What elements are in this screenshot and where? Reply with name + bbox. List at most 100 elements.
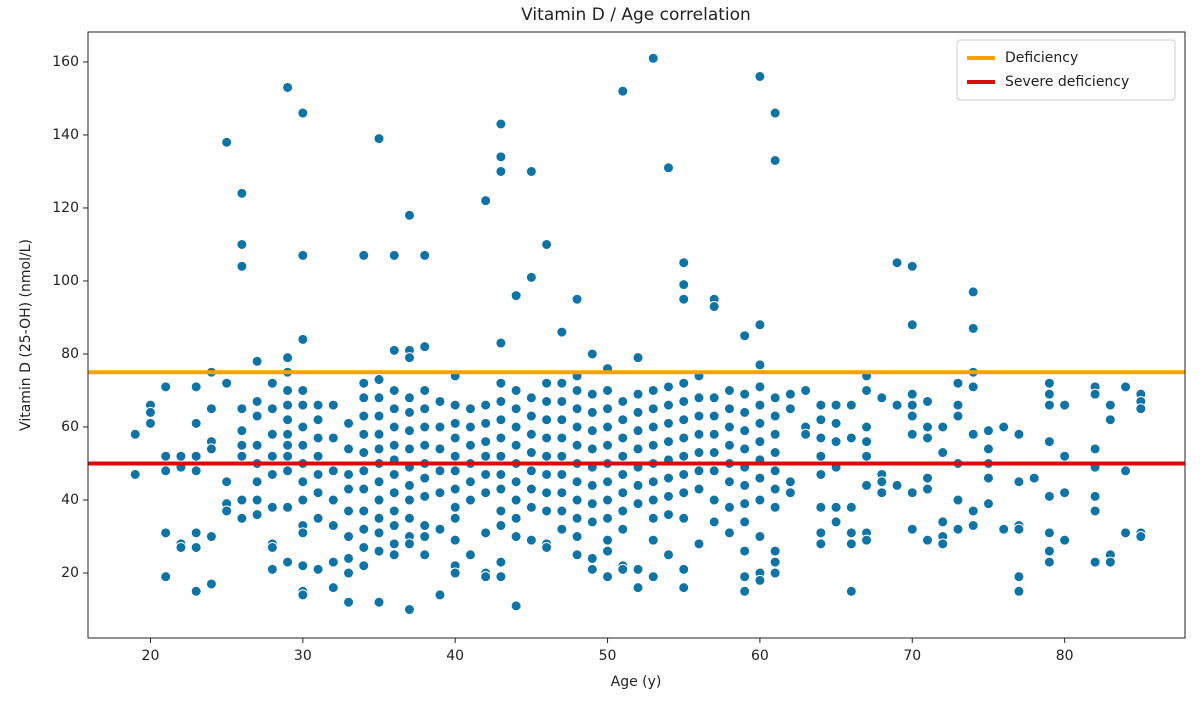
data-point (236, 494, 248, 506)
data-point (998, 421, 1010, 433)
data-point (495, 520, 507, 532)
data-point (373, 512, 385, 524)
data-point (1089, 556, 1101, 568)
data-point (662, 381, 674, 393)
data-point (495, 151, 507, 163)
data-point (510, 512, 522, 524)
data-point (1059, 399, 1071, 411)
data-point (190, 541, 202, 553)
data-point (403, 443, 415, 455)
data-point (541, 414, 553, 426)
data-point (343, 505, 355, 517)
data-point (358, 523, 370, 535)
data-point (312, 487, 324, 499)
data-point (571, 403, 583, 415)
data-point (678, 257, 690, 269)
data-point (678, 414, 690, 426)
chart-title: Vitamin D / Age correlation (521, 5, 751, 25)
data-point (632, 582, 644, 594)
data-point (1013, 571, 1025, 583)
data-point (632, 563, 644, 575)
data-point (388, 549, 400, 561)
data-point (662, 162, 674, 174)
data-point (967, 322, 979, 334)
data-point (221, 136, 233, 148)
data-point (693, 538, 705, 550)
data-point (830, 417, 842, 429)
data-point (495, 118, 507, 130)
data-point (525, 501, 537, 513)
data-point (906, 388, 918, 400)
data-point (282, 501, 294, 513)
data-point (144, 406, 156, 418)
data-point (800, 384, 812, 396)
data-point (525, 534, 537, 546)
data-point (723, 384, 735, 396)
data-point (495, 165, 507, 177)
data-point (297, 399, 309, 411)
data-point (708, 301, 720, 313)
data-point (297, 494, 309, 506)
data-point (586, 443, 598, 455)
data-point (541, 450, 553, 462)
data-point (297, 589, 309, 601)
data-point (602, 534, 614, 546)
data-point (586, 563, 598, 575)
data-point (388, 468, 400, 480)
data-point (388, 249, 400, 261)
data-point (373, 428, 385, 440)
data-point (602, 545, 614, 557)
data-point (541, 487, 553, 499)
data-point (495, 432, 507, 444)
data-point (510, 600, 522, 612)
x-tick-label: 50 (599, 648, 617, 664)
data-point (464, 439, 476, 451)
data-point (282, 465, 294, 477)
data-point (571, 439, 583, 451)
data-point (632, 498, 644, 510)
data-point (480, 527, 492, 539)
data-point (678, 432, 690, 444)
data-point (495, 414, 507, 426)
y-tick-label: 140 (52, 127, 79, 143)
data-point (662, 509, 674, 521)
data-point (602, 512, 614, 524)
data-point (495, 395, 507, 407)
y-tick-label: 80 (61, 346, 79, 362)
data-point (236, 450, 248, 462)
data-point (769, 392, 781, 404)
data-point (602, 476, 614, 488)
data-point (434, 443, 446, 455)
data-point (495, 450, 507, 462)
data-point (327, 465, 339, 477)
data-point (952, 494, 964, 506)
data-point (419, 490, 431, 502)
data-point (282, 556, 294, 568)
data-point (541, 238, 553, 250)
data-point (754, 531, 766, 543)
data-point (906, 399, 918, 411)
data-point (647, 384, 659, 396)
data-point (571, 494, 583, 506)
data-point (358, 249, 370, 261)
data-point (495, 468, 507, 480)
data-point (266, 428, 278, 440)
data-point (327, 520, 339, 532)
data-point (510, 421, 522, 433)
data-point (282, 384, 294, 396)
data-point (403, 425, 415, 437)
data-point (510, 290, 522, 302)
data-point (373, 392, 385, 404)
data-point (632, 443, 644, 455)
data-point (769, 107, 781, 119)
data-point (556, 326, 568, 338)
data-point (754, 436, 766, 448)
data-point (297, 560, 309, 572)
data-point (449, 501, 461, 513)
data-point (830, 399, 842, 411)
data-point (662, 417, 674, 429)
data-point (1013, 523, 1025, 535)
data-point (175, 541, 187, 553)
data-point (403, 209, 415, 221)
data-point (388, 403, 400, 415)
